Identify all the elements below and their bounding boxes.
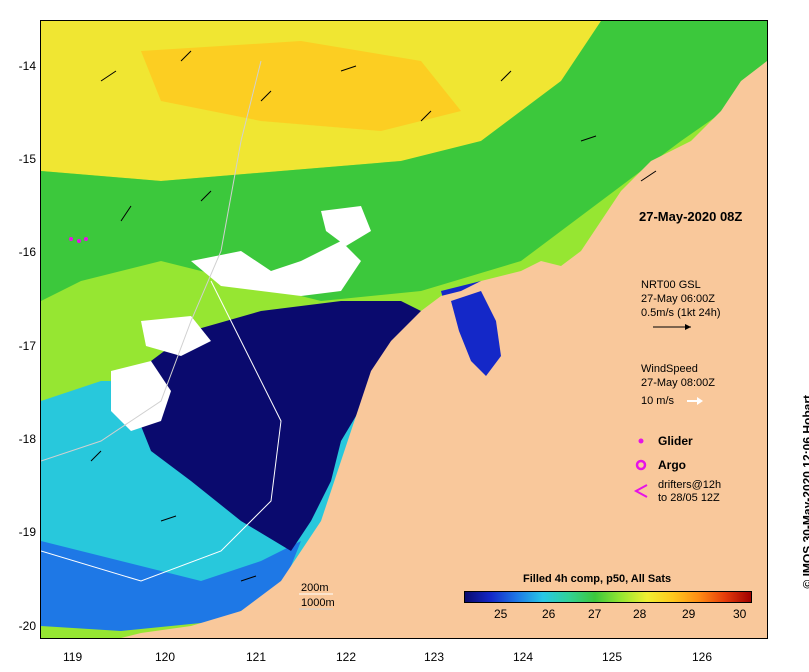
colorbar-tick-label: 28 — [633, 607, 647, 621]
sst-blue-band — [41, 541, 301, 631]
argo-legend-icon — [635, 459, 647, 471]
cloud-gap-2 — [111, 361, 171, 431]
wind-legend-line1: WindSpeed — [641, 363, 698, 375]
current-legend-line3: 0.5m/s (1kt 24h) — [641, 307, 721, 319]
glider-point — [84, 237, 88, 241]
current-arrow — [580, 135, 597, 142]
current-arrow — [180, 50, 192, 62]
drifter-legend-line2: to 28/05 12Z — [658, 492, 720, 504]
x-tick-label: 122 — [336, 650, 357, 664]
current-arrow — [260, 90, 272, 102]
glider-track — [69, 237, 88, 243]
sst-cool-coastal-water — [131, 301, 441, 551]
colorbar-title: Filled 4h comp, p50, All Sats — [523, 573, 672, 585]
sst-map: 27-May-2020 08Z NRT00 GSL 27-May 06:00Z … — [40, 20, 768, 639]
y-tick-label: -18 — [18, 432, 36, 446]
sst-green-band — [41, 21, 767, 301]
y-tick-label: -16 — [18, 245, 36, 259]
x-tick-label: 125 — [602, 650, 623, 664]
glider-legend-icon — [638, 438, 644, 444]
x-tick-label: 119 — [63, 650, 83, 664]
current-arrow — [120, 205, 132, 222]
glider-point — [69, 237, 73, 241]
y-tick-label: -17 — [18, 339, 36, 353]
isobath-1000m — [41, 60, 262, 462]
map-date-label: 27-May-2020 08Z — [639, 209, 743, 224]
colorbar-tick-label: 27 — [588, 607, 602, 621]
credit-text: © IMOS 30-May-2020 12:06 Hobart — [801, 395, 809, 589]
colorbar-tick-label: 26 — [542, 607, 556, 621]
land-mass — [121, 61, 767, 638]
glider-point — [77, 239, 81, 243]
current-arrow — [240, 575, 257, 582]
colorbar-tick-label: 30 — [733, 607, 747, 621]
land-inlet-water — [451, 291, 501, 376]
y-tick-label: -15 — [18, 152, 36, 166]
cloud-gap-4 — [141, 316, 211, 356]
isobath-200m — [41, 280, 282, 582]
argo-legend-label: Argo — [658, 458, 686, 472]
glider-legend-label: Glider — [658, 434, 693, 448]
x-tick-label: 126 — [692, 650, 713, 664]
colorbar — [464, 591, 752, 603]
isobath-1000m-label: 1000m — [301, 597, 335, 609]
current-arrow — [160, 515, 177, 522]
colorbar-tick-label: 25 — [494, 607, 508, 621]
wind-legend-line3: 10 m/s — [641, 395, 675, 407]
y-tick-label: -19 — [18, 525, 36, 539]
x-tick-label: 123 — [424, 650, 445, 664]
wind-legend-line2: 27-May 08:00Z — [641, 377, 715, 389]
wind-scale-arrowhead — [697, 397, 703, 405]
current-arrow — [100, 70, 117, 82]
current-arrow — [420, 110, 432, 122]
x-tick-label: 121 — [246, 650, 267, 664]
current-arrow — [640, 170, 657, 182]
y-tick-label: -14 — [18, 59, 36, 73]
current-legend-line1: NRT00 GSL — [641, 279, 701, 291]
current-arrow — [340, 65, 357, 72]
current-scale-arrowhead — [685, 324, 691, 330]
sst-map-canvas — [41, 21, 767, 638]
drifter-legend-icon — [633, 484, 648, 498]
current-arrow — [90, 450, 102, 462]
x-tick-label: 124 — [513, 650, 534, 664]
y-tick-label: -20 — [18, 619, 36, 633]
current-legend-line2: 27-May 06:00Z — [641, 293, 715, 305]
current-arrow — [200, 190, 212, 202]
isobath-200m-label: 200m — [301, 582, 329, 594]
current-vectors — [90, 50, 657, 582]
sst-orange-patch — [141, 41, 461, 131]
colorbar-tick-label: 29 — [682, 607, 696, 621]
cloud-gap-1 — [191, 241, 361, 296]
current-arrow — [500, 70, 512, 82]
cloud-gap-3 — [321, 206, 371, 246]
x-tick-label: 120 — [155, 650, 176, 664]
drifter-legend-line1: drifters@12h — [658, 479, 722, 491]
